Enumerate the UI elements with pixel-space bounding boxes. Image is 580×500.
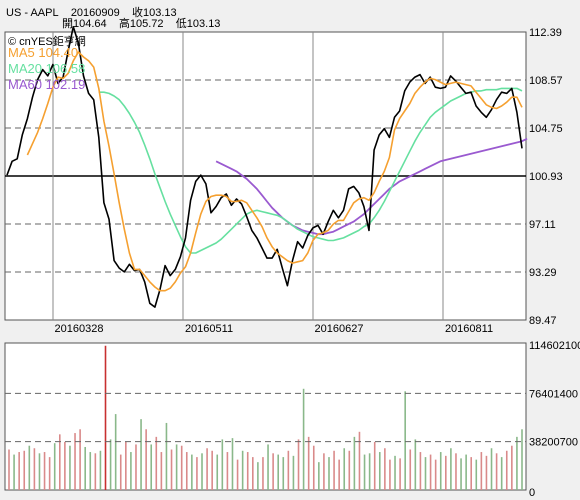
- volume-y-tick-label: 0: [529, 487, 535, 499]
- legend-ma60: MA60 102.19: [8, 77, 86, 92]
- y-tick-label: 89.47: [529, 315, 557, 327]
- date: 20160909: [70, 7, 120, 19]
- legend-ma5: MA5 104.40: [8, 45, 79, 60]
- volume-y-tick-label: 114602100: [529, 340, 580, 352]
- y-tick-label: 100.93: [529, 171, 563, 183]
- series-ma20: [98, 87, 523, 254]
- y-tick-label: 97.11: [529, 219, 556, 231]
- legend-ma20: MA20 106.58: [8, 61, 86, 76]
- series-ma60: [215, 137, 528, 236]
- open-price: 開104.64: [62, 18, 107, 30]
- low-price: 低103.13: [175, 18, 221, 30]
- watermark: © cnYES鉅亨網: [8, 36, 86, 48]
- close-price: 收103.13: [132, 7, 177, 19]
- series-price: [6, 26, 523, 308]
- volume-y-tick-label: 38200700: [529, 437, 578, 449]
- y-tick-label: 104.75: [529, 123, 563, 135]
- symbol: US - AAPL: [6, 7, 59, 19]
- y-tick-label: 112.39: [529, 27, 562, 39]
- y-tick-label: 108.57: [529, 75, 563, 87]
- y-tick-label: 93.29: [529, 267, 557, 279]
- volume-panel: [4, 342, 527, 491]
- x-tick-label: 20160328: [55, 323, 104, 335]
- x-tick-label: 20160627: [315, 323, 364, 335]
- header-line-1: US - AAPL 20160909 收103.13: [6, 4, 177, 20]
- high-price: 高105.72: [118, 18, 164, 30]
- x-tick-label: 20160511: [185, 323, 233, 335]
- x-tick-label: 20160811: [445, 323, 493, 335]
- header-line-2: 開104.64 高105.72 低103.13: [62, 15, 220, 31]
- series-ma5: [26, 51, 523, 292]
- volume-y-tick-label: 76401400: [529, 388, 578, 400]
